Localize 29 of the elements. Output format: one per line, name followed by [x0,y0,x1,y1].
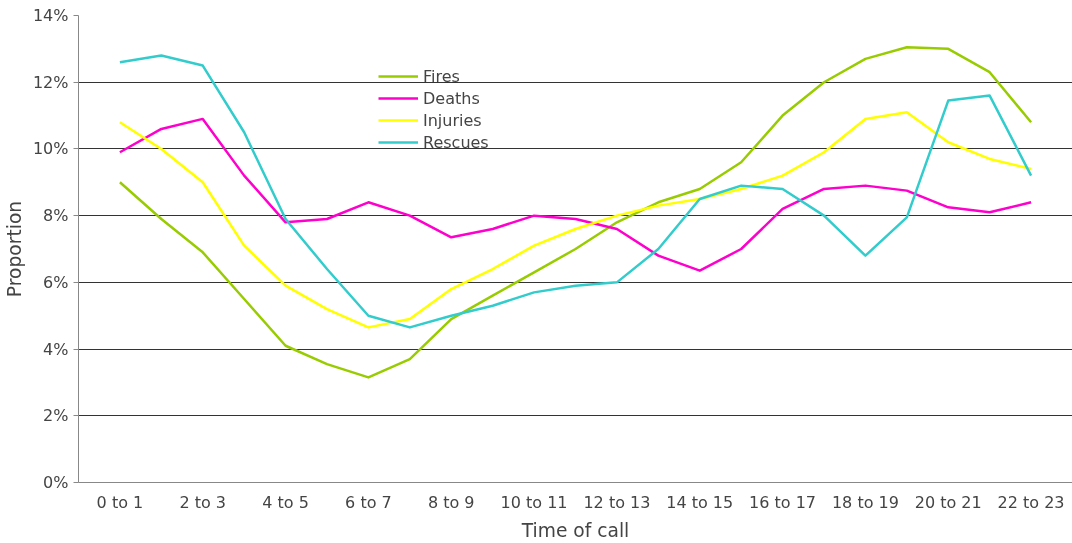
y-tick-label: 8% [43,206,69,226]
legend-label: Injuries [423,110,482,130]
y-tick-label: 14% [32,6,69,25]
y-tick-label: 10% [32,139,69,159]
line-series [118,110,1033,329]
line-series [118,54,1033,329]
x-tick-label: 10 to 11 [500,492,568,512]
y-tick-label: 6% [43,272,69,292]
y-axis-title: Proportion [3,200,25,298]
y-tick-label: 0% [43,473,69,492]
x-tick-label: 4 to 5 [262,492,309,512]
y-tick-label: 4% [43,339,69,359]
y-tick-label: 2% [43,406,69,426]
legend-label: Deaths [423,88,480,108]
y-tick-label: 12% [32,72,69,92]
x-tick-label: 0 to 1 [96,492,144,512]
x-axis-title: Time of call [520,519,630,541]
x-tick-label: 22 to 23 [997,492,1065,512]
x-tick-label: 6 to 7 [345,492,392,512]
x-tick-label: 18 to 19 [831,492,899,512]
x-tick-label: 8 to 9 [427,492,475,512]
legend-label: Rescues [423,132,489,152]
legend-label: Fires [423,66,460,86]
x-tick-label: 20 to 21 [914,492,982,512]
line-series [118,45,1033,379]
x-tick-label: 16 to 17 [749,492,817,512]
x-tick-label: 12 to 13 [583,492,651,512]
x-tick-label: 2 to 3 [179,492,227,512]
x-tick-label: 14 to 15 [666,492,734,512]
